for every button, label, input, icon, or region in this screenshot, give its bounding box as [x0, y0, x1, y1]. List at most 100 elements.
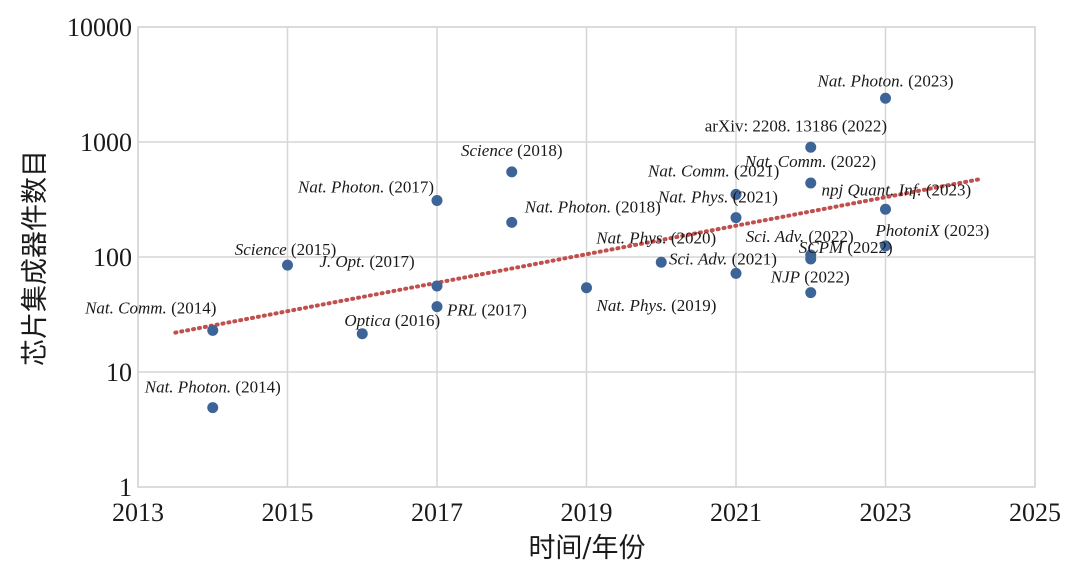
point-label: Science (2018)	[461, 141, 562, 160]
data-point	[506, 216, 518, 228]
x-tick-label: 2023	[860, 498, 912, 527]
point-label-year: (2018)	[615, 197, 660, 216]
point-label: Optica (2016)	[344, 311, 440, 330]
point-label-journal: arXiv: 2208. 13186	[705, 116, 838, 135]
point-label-journal: npj Quant. Inf.	[822, 180, 922, 199]
x-tick-label: 2021	[710, 498, 762, 527]
trendline-path	[173, 176, 985, 335]
y-tick-label: 1000	[80, 128, 132, 157]
data-point	[356, 328, 368, 340]
data-point	[581, 282, 592, 294]
point-label-year: (2020)	[671, 228, 716, 247]
point-label-journal: Science	[235, 240, 287, 259]
tick-labels: 2013 2015 2017 2019 2021 2023 2025 1 10 100 1000 10…	[67, 13, 1061, 527]
data-point	[805, 249, 817, 261]
point-label: Nat. Comm. (2014)	[84, 298, 216, 317]
data-point	[431, 194, 443, 206]
x-tick-label: 2025	[1009, 498, 1061, 527]
data-point	[207, 324, 219, 336]
point-label-year: (2022)	[847, 238, 892, 257]
point-label-journal: PhotoniX	[875, 221, 941, 240]
data-point	[805, 141, 817, 153]
point-label-year: (2023)	[908, 71, 953, 90]
point-label-journal: Nat. Photon.	[297, 177, 384, 196]
point-label: Nat. Phys. (2020)	[595, 228, 716, 247]
point-label-year: (2019)	[671, 296, 716, 315]
data-point	[655, 256, 667, 268]
point-label-journal: Nat. Phys.	[657, 188, 728, 207]
point-label-journal: Nat. Photon.	[524, 197, 611, 216]
point-label-journal: Sci. Adv.	[669, 249, 727, 268]
point-label-year: (2017)	[481, 301, 526, 320]
point-label-year: (2023)	[944, 221, 989, 240]
point-label-year: (2022)	[804, 268, 849, 287]
data-point	[506, 166, 518, 178]
data-point	[880, 203, 891, 215]
x-axis-title: 时间/年份	[528, 533, 645, 564]
point-label-journal: Sci. Adv.	[746, 227, 804, 246]
grid	[137, 26, 1036, 488]
point-label: Nat. Photon. (2018)	[524, 197, 661, 216]
point-label: Science (2015)	[235, 240, 336, 259]
y-tick-label: 10000	[67, 13, 132, 42]
trendline	[173, 176, 985, 335]
point-label: arXiv: 2208. 13186 (2022)	[705, 116, 887, 135]
data-points	[207, 92, 891, 414]
point-label: Nat. Photon. (2014)	[144, 378, 281, 397]
data-point	[880, 92, 891, 104]
point-label-journal: Nat. Comm.	[744, 152, 827, 171]
point-labels: Nat. Photon. (2014)Nat. Comm. (2014)Scie…	[84, 71, 989, 396]
point-label: Nat. Comm. (2022)	[744, 152, 876, 171]
point-label-year: (2016)	[395, 311, 440, 330]
y-tick-label: 100	[93, 243, 132, 272]
point-label-year: (2022)	[842, 116, 887, 135]
point-label-year: (2015)	[291, 240, 336, 259]
point-label-journal: Nat. Phys.	[595, 228, 666, 247]
point-label-year: (2022)	[808, 227, 853, 246]
point-label: PhotoniX (2023)	[875, 221, 990, 240]
point-label: Sci. Adv. (2022)	[746, 227, 854, 246]
data-point	[431, 280, 443, 292]
x-tick-label: 2017	[411, 498, 463, 527]
point-label-journal: Nat. Photon.	[817, 71, 904, 90]
point-label-journal: Optica	[344, 311, 390, 330]
data-point	[207, 402, 219, 414]
point-label-year: (2023)	[926, 180, 971, 199]
point-label-journal: Nat. Comm.	[84, 298, 167, 317]
point-label-year: (2017)	[389, 177, 434, 196]
data-point	[282, 259, 293, 271]
point-label-year: (2022)	[831, 152, 876, 171]
point-label-journal: Nat. Photon.	[144, 378, 231, 397]
point-label-journal: PRL	[446, 301, 477, 320]
point-label: Nat. Phys. (2021)	[657, 188, 778, 207]
x-tick-label: 2019	[561, 498, 613, 527]
point-label-journal: Nat. Comm.	[647, 161, 730, 180]
point-label-year: (2014)	[171, 298, 216, 317]
point-label: J. Opt. (2017)	[319, 252, 414, 271]
data-point	[730, 267, 742, 279]
point-label: PRL (2017)	[446, 301, 527, 320]
point-label-year: (2014)	[235, 378, 280, 397]
x-tick-label: 2013	[112, 498, 164, 527]
data-point	[730, 212, 742, 224]
point-label: npj Quant. Inf. (2023)	[822, 180, 972, 199]
data-point	[730, 188, 742, 200]
point-label: Nat. Photon. (2017)	[297, 177, 434, 196]
point-label: Sci. Adv. (2021)	[669, 249, 777, 268]
point-label: Nat. Comm. (2021)	[647, 161, 779, 180]
y-axis-title: 芯片集成器件数目	[20, 150, 51, 366]
point-label: Nat. Phys. (2019)	[596, 296, 717, 315]
point-label-year: (2017)	[369, 252, 414, 271]
point-label-journal: SCPM	[799, 238, 844, 257]
point-label: NJP (2022)	[770, 268, 850, 287]
point-label-journal: Nat. Phys.	[596, 296, 667, 315]
data-point	[431, 301, 443, 313]
y-tick-label: 1	[119, 473, 132, 502]
point-label-journal: J. Opt.	[319, 252, 365, 271]
point-label-year: (2021)	[734, 161, 779, 180]
data-point	[805, 177, 817, 189]
point-label: SCPM (2022)	[799, 238, 893, 257]
point-label-journal: NJP	[770, 268, 800, 287]
point-label-year: (2021)	[732, 249, 777, 268]
